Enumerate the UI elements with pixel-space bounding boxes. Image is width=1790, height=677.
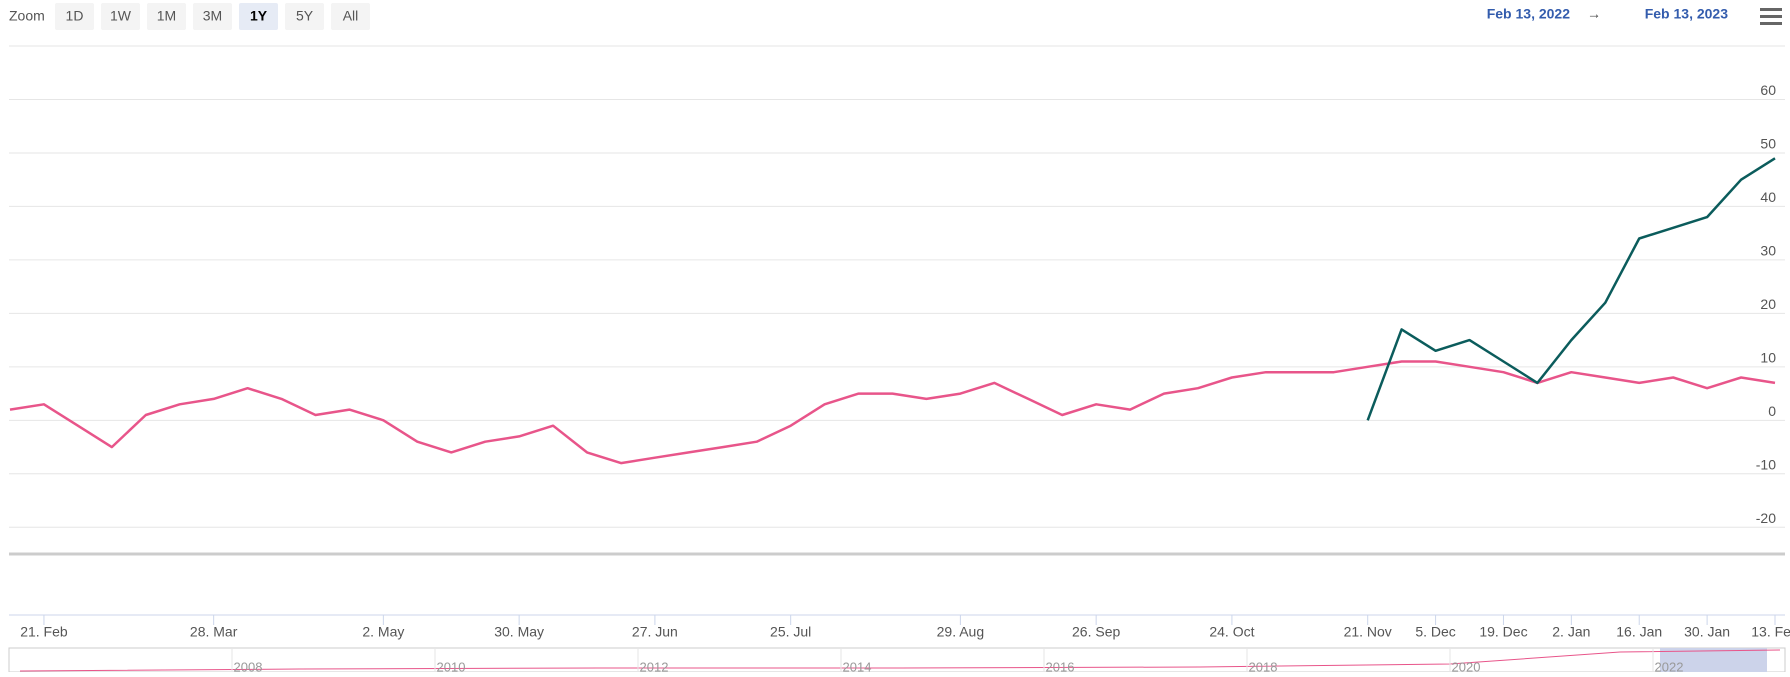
y-tick-label: 10 xyxy=(1760,350,1776,366)
y-tick-label: 40 xyxy=(1760,189,1776,205)
y-tick-label: 0 xyxy=(1768,403,1776,419)
x-tick-label: 5. Dec xyxy=(1415,624,1455,640)
menu-icon[interactable] xyxy=(1760,8,1782,25)
zoom-button[interactable] xyxy=(239,3,278,30)
y-tick-label: 30 xyxy=(1760,243,1776,259)
series-line xyxy=(1366,157,1776,421)
zoom-button-label[interactable]: All xyxy=(343,8,359,24)
x-tick-label: 28. Mar xyxy=(190,624,238,640)
x-tick-label: 26. Sep xyxy=(1072,624,1120,640)
zoom-button-label[interactable]: 5Y xyxy=(296,8,314,24)
x-tick-label: 13. Feb xyxy=(1751,624,1790,640)
navigator-label: 2016 xyxy=(1046,659,1075,672)
zoom-button-label[interactable]: 1D xyxy=(66,8,84,24)
range-from: Feb 13, 2022 xyxy=(1487,6,1570,22)
x-tick-label: 21. Feb xyxy=(20,624,68,640)
y-tick-label: 60 xyxy=(1760,82,1776,98)
x-tick-label: 21. Nov xyxy=(1344,624,1392,640)
zoom-button[interactable] xyxy=(101,3,140,30)
zoom-button-label[interactable]: 1Y xyxy=(250,8,268,24)
navigator-label: 2022 xyxy=(1655,659,1684,672)
y-tick-label: 50 xyxy=(1760,136,1776,152)
zoom-button[interactable] xyxy=(147,3,186,30)
x-tick-label: 24. Oct xyxy=(1209,624,1254,640)
zoom-button[interactable] xyxy=(193,3,232,30)
y-tick-label: 20 xyxy=(1760,296,1776,312)
navigator-line xyxy=(19,649,1781,672)
zoom-button-label[interactable]: 3M xyxy=(203,8,222,24)
x-tick-label: 16. Jan xyxy=(1616,624,1662,640)
range-arrow: → xyxy=(1587,6,1601,22)
navigator-label: 2010 xyxy=(437,659,466,672)
zoom-label: Zoom xyxy=(9,8,45,24)
x-tick-label: 27. Jun xyxy=(632,624,678,640)
navigator-window[interactable] xyxy=(1660,648,1767,672)
series-line xyxy=(9,360,1776,465)
x-tick-label: 2. May xyxy=(362,624,404,640)
range-to: Feb 13, 2023 xyxy=(1645,6,1728,22)
zoom-button[interactable] xyxy=(285,3,324,30)
zoom-button-label[interactable]: 1M xyxy=(157,8,176,24)
y-tick-label: -10 xyxy=(1756,456,1776,472)
y-tick-label: -20 xyxy=(1756,510,1776,526)
zoom-button[interactable] xyxy=(55,3,94,30)
x-tick-label: 30. May xyxy=(494,624,544,640)
navigator-label: 2020 xyxy=(1452,659,1481,672)
x-tick-label: 25. Jul xyxy=(770,624,811,640)
navigator-label: 2008 xyxy=(234,659,263,672)
navigator-label: 2012 xyxy=(640,659,669,672)
navigator-label: 2018 xyxy=(1249,659,1278,672)
zoom-button[interactable] xyxy=(331,3,370,30)
x-tick-label: 2. Jan xyxy=(1552,624,1590,640)
x-tick-label: 30. Jan xyxy=(1684,624,1730,640)
x-tick-label: 29. Aug xyxy=(937,624,985,640)
x-tick-label: 19. Dec xyxy=(1479,624,1527,640)
zoom-button-label[interactable]: 1W xyxy=(110,8,132,24)
navigator-label: 2014 xyxy=(843,659,872,672)
